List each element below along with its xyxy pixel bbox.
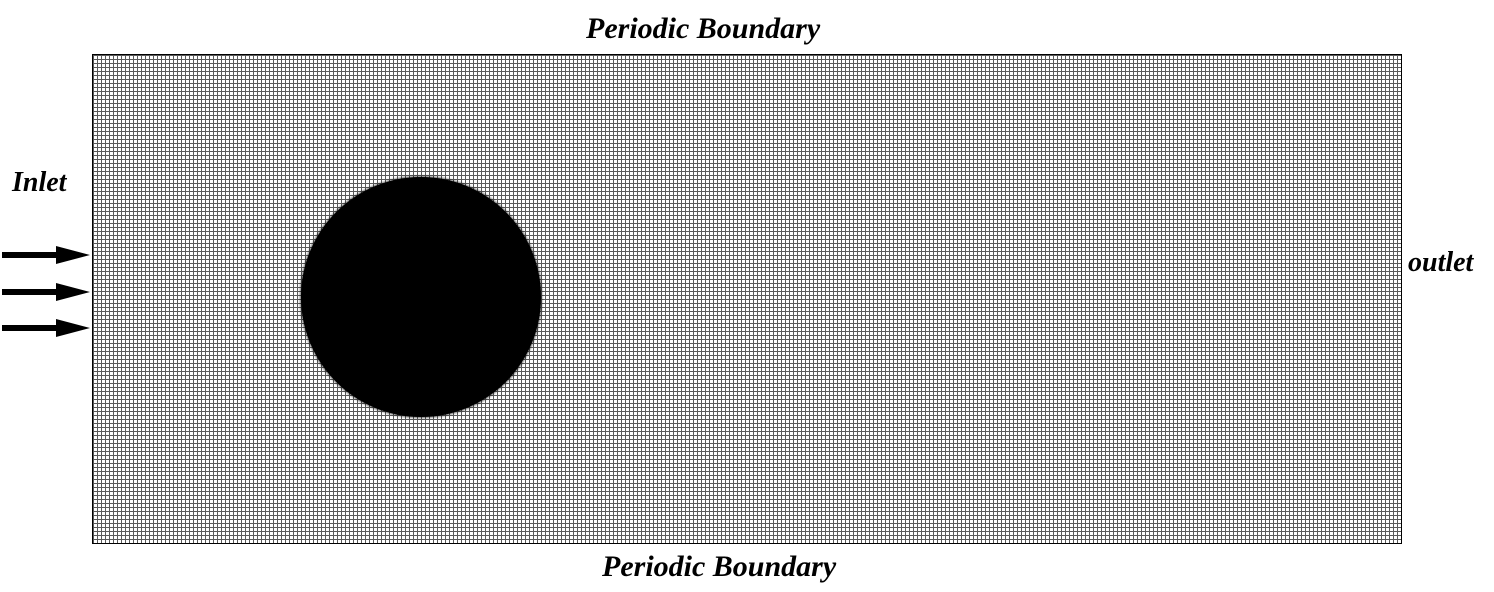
bottom-boundary-label: Periodic Boundary bbox=[602, 550, 837, 583]
computational-mesh-domain bbox=[92, 54, 1402, 544]
inlet-arrow-3-icon bbox=[0, 318, 92, 338]
inlet-arrow-1-icon bbox=[0, 245, 92, 265]
inlet-label: Inlet bbox=[12, 167, 67, 198]
cylinder-obstacle bbox=[301, 177, 541, 417]
outlet-label: outlet bbox=[1408, 247, 1474, 278]
inlet-arrow-2-icon bbox=[0, 282, 92, 302]
top-boundary-label: Periodic Boundary bbox=[586, 12, 821, 45]
